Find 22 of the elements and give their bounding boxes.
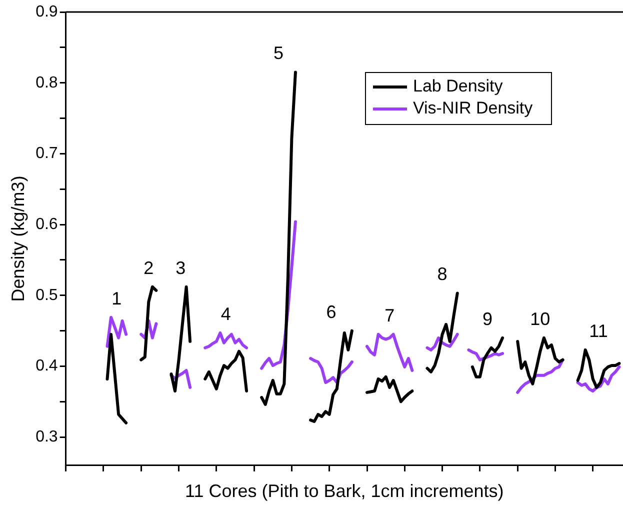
annotation: 8 <box>437 264 448 284</box>
y-tick-label: 0.5 <box>36 286 58 304</box>
annotation: 11 <box>589 320 608 341</box>
annotation: 4 <box>220 304 231 324</box>
annotation: 1 <box>112 288 122 308</box>
y-tick-label: 0.3 <box>36 428 58 446</box>
annotation: 7 <box>384 305 395 326</box>
annotation: 9 <box>482 308 492 329</box>
y-tick-label: 0.4 <box>36 358 58 375</box>
y-tick-label: 0.9 <box>36 3 58 20</box>
annotation: 10 <box>530 308 550 329</box>
y-tick-label: 0.7 <box>36 145 58 162</box>
y-tick-label: 0.8 <box>36 74 58 92</box>
y-axis-title: Density (kg/m3) <box>8 176 28 302</box>
annotation: 2 <box>144 258 154 278</box>
annotation: 5 <box>274 43 284 64</box>
legend-label: Lab Density <box>413 76 504 96</box>
annotation: 3 <box>176 258 186 278</box>
y-tick-label: 0.6 <box>36 216 58 233</box>
legend-label: Vis-NIR Density <box>413 98 534 118</box>
x-axis-title: 11 Cores (Pith to Bark, 1cm increments) <box>185 481 504 502</box>
annotation: 6 <box>326 302 336 322</box>
